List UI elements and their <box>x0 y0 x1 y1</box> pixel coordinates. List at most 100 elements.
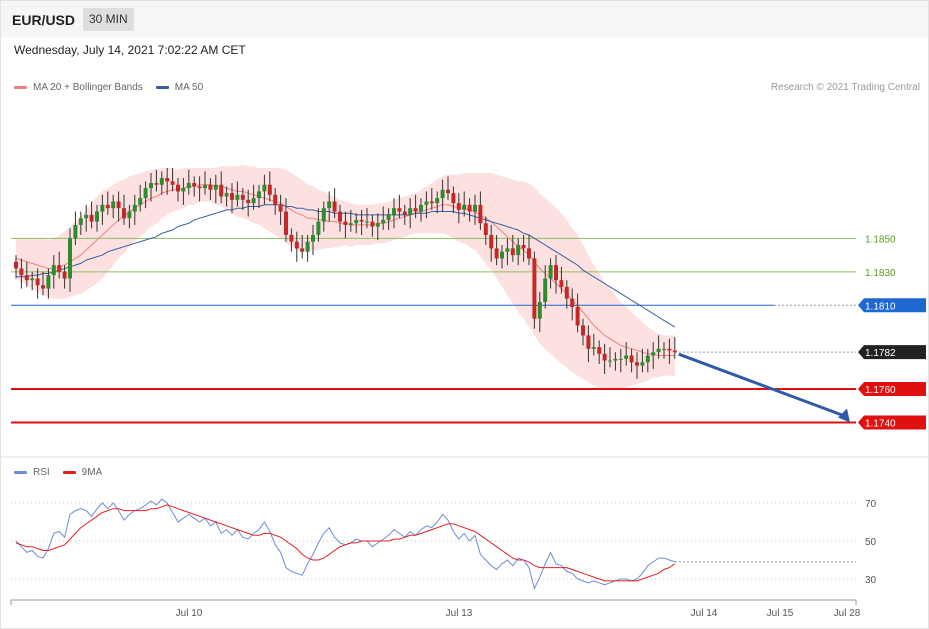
candle-body <box>672 350 677 353</box>
candle-body <box>230 193 234 200</box>
candle-body <box>651 352 656 356</box>
candle-body <box>284 211 288 235</box>
candle-body <box>278 204 283 212</box>
candle-body <box>62 271 67 279</box>
candle-body <box>645 355 650 363</box>
candle-body <box>392 208 396 215</box>
x-tick-label: Jul 14 <box>691 608 718 619</box>
candle-body <box>483 223 488 235</box>
candle-body <box>116 201 121 209</box>
level-label-2: 1.1810 <box>865 301 896 312</box>
candle-body <box>635 362 639 366</box>
candle-body <box>251 198 256 204</box>
candle-body <box>365 221 369 223</box>
candle-body <box>305 241 310 252</box>
candle-body <box>413 208 418 212</box>
candle-body <box>154 183 159 185</box>
candle-body <box>489 234 494 249</box>
chart-header: EUR/USD 30 MIN <box>1 1 928 37</box>
candle-body <box>624 355 629 359</box>
candle-body <box>424 201 429 205</box>
candle-body <box>127 211 132 219</box>
candle-body <box>586 335 591 349</box>
candle-body <box>516 245 521 256</box>
candle-body <box>51 265 56 276</box>
candle-body <box>478 204 483 224</box>
candle-body <box>235 194 240 200</box>
candle-body <box>429 201 434 204</box>
forecast-arrow-head <box>838 408 850 423</box>
candle-body <box>100 204 105 212</box>
candle-body <box>370 221 375 227</box>
candle-body <box>89 214 94 222</box>
candle-body <box>397 208 402 212</box>
legend-item-ma20: MA 20 + Bollinger Bands <box>14 82 143 93</box>
candle-body <box>327 201 332 209</box>
candle-body <box>181 188 186 192</box>
rsi-series-rsi <box>15 498 675 590</box>
legend-item-ma50: MA 50 <box>155 82 203 93</box>
level-label-0: 1.1850 <box>865 234 896 245</box>
candle-body <box>105 204 110 209</box>
candle-body <box>597 347 602 354</box>
candle-body <box>548 265 553 279</box>
candle-body <box>608 360 612 362</box>
candle-body <box>219 184 224 197</box>
legend-item-rsi: RSI <box>14 467 50 478</box>
candle-body <box>262 184 267 192</box>
x-tick-label: Jul 28 <box>834 608 861 619</box>
candle-body <box>132 204 137 212</box>
rsi-series-9ma <box>15 504 676 582</box>
candle-body <box>159 178 164 185</box>
candle-body <box>570 298 575 307</box>
candle-body <box>527 248 531 259</box>
candle-body <box>267 184 272 195</box>
candle-body <box>667 348 672 351</box>
level-label-3: 1.1782 <box>865 348 896 359</box>
candle-body <box>35 278 40 286</box>
candle-body <box>575 306 580 326</box>
candle-body <box>375 223 380 227</box>
candle-body <box>143 188 148 199</box>
candle-body <box>257 191 261 199</box>
level-flag-3 <box>858 345 926 360</box>
candle-body <box>564 286 569 299</box>
candle-body <box>386 214 391 220</box>
candle-body <box>613 358 618 361</box>
candle-body <box>532 258 537 319</box>
candle-body <box>494 248 499 259</box>
candle-body <box>224 193 229 197</box>
candle-body <box>24 275 29 281</box>
candle-body <box>19 268 24 276</box>
candle-body <box>95 211 99 222</box>
candle-body <box>30 278 35 281</box>
candle-body <box>559 280 564 287</box>
candle-body <box>440 189 445 199</box>
candle-body <box>618 358 623 360</box>
candle-body <box>332 201 337 212</box>
candle-body <box>359 219 364 222</box>
candle-body <box>662 348 666 350</box>
candle-body <box>246 199 251 204</box>
candle-body <box>348 223 353 225</box>
rsi-tick-70: 70 <box>865 499 877 510</box>
level-flag-5 <box>858 415 926 430</box>
level-label-4: 1.1760 <box>865 385 896 396</box>
instrument-symbol: EUR/USD <box>12 12 76 28</box>
price-legend: MA 20 + Bollinger Bands MA 50 <box>14 82 216 93</box>
candle-body <box>300 248 305 252</box>
candle-body <box>338 211 342 222</box>
candle-body <box>84 214 89 219</box>
timeframe-button[interactable]: 30 MIN <box>83 8 134 31</box>
x-tick-label: Jul 13 <box>446 608 473 619</box>
candle-body <box>500 251 504 259</box>
candle-body <box>122 208 126 219</box>
candle-body <box>289 234 294 242</box>
candle-body <box>203 184 207 189</box>
candle-body <box>213 184 218 190</box>
candle-body <box>208 184 213 190</box>
candle-body <box>176 184 180 192</box>
candle-body <box>273 194 278 205</box>
